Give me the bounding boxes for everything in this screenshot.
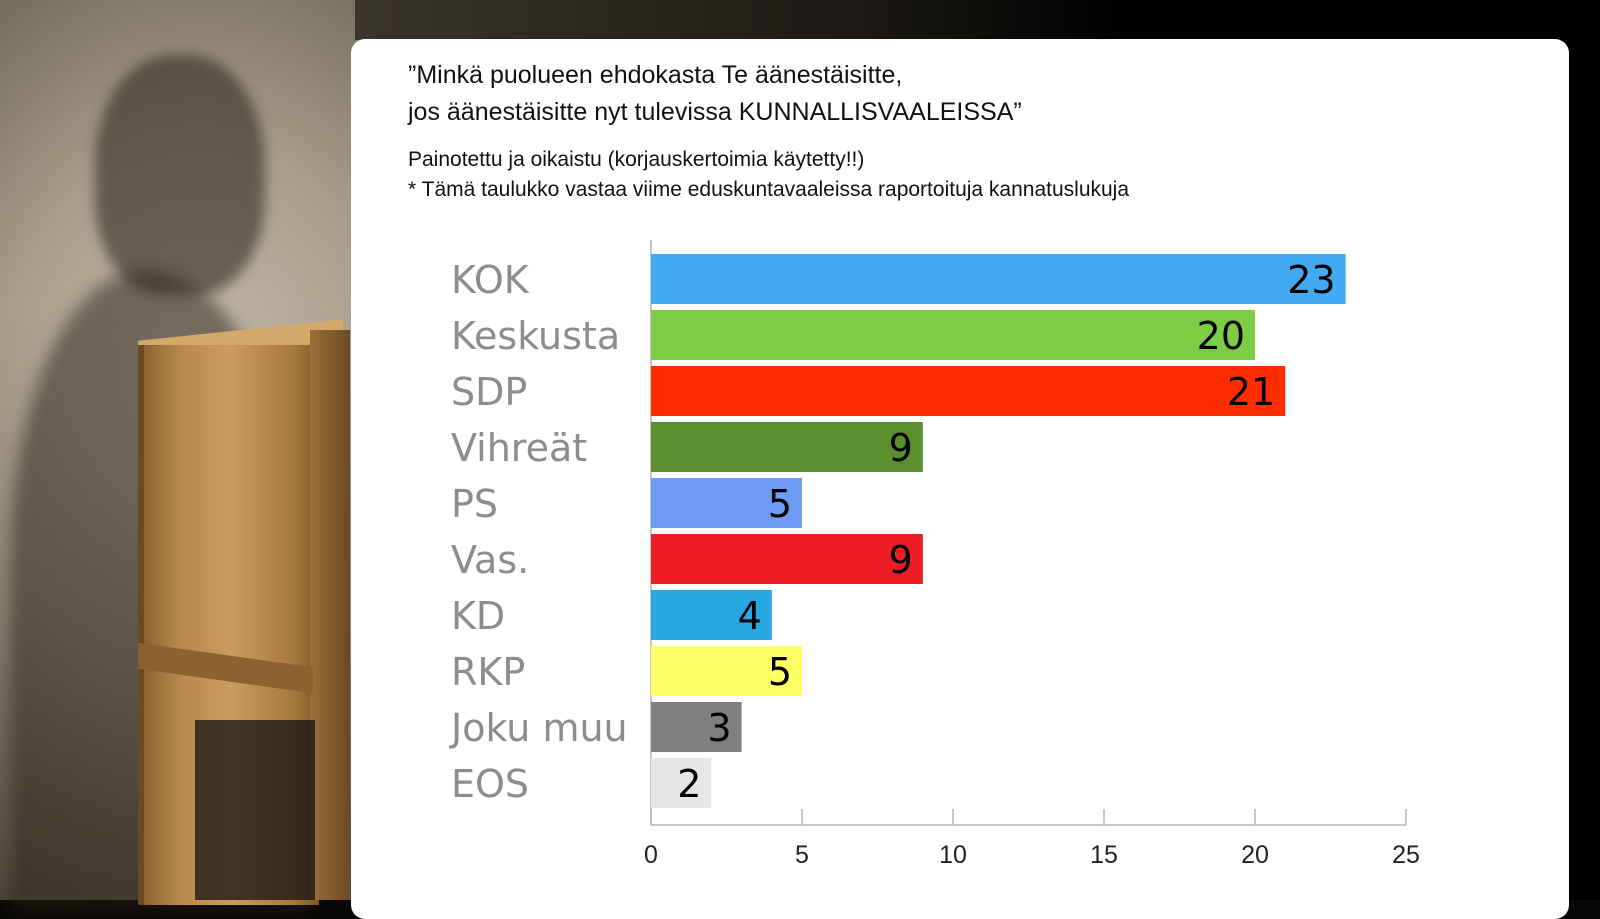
top-dark-band	[355, 0, 1600, 40]
category-label: RKP	[451, 650, 525, 694]
bar	[651, 646, 802, 696]
chart-subtitle: Painotettu ja oikaistu (korjauskertoimia…	[408, 145, 1508, 205]
bar	[651, 702, 742, 752]
voting-booth-shadow	[195, 720, 315, 900]
bar	[651, 254, 1346, 304]
chart-title: ”Minkä puolueen ehdokasta Te äänestäisit…	[408, 57, 1508, 131]
x-tick-label: 25	[1392, 841, 1420, 869]
bar	[651, 422, 923, 472]
x-tick-label: 0	[644, 841, 658, 869]
bar	[651, 366, 1286, 416]
bar	[651, 478, 802, 528]
data-label: 2	[677, 762, 701, 806]
x-tick-label: 20	[1241, 841, 1269, 869]
category-label: Vihreät	[451, 426, 587, 470]
category-label: Joku muu	[449, 706, 628, 750]
chart-title-line: ”Minkä puolueen ehdokasta Te äänestäisit…	[408, 61, 903, 89]
category-label: PS	[451, 482, 498, 526]
chart-title-line: jos äänestäisitte nyt tulevissa KUNNALLI…	[408, 98, 1022, 126]
data-label: 4	[738, 594, 762, 638]
person-shadow-head	[95, 55, 265, 295]
data-label: 21	[1227, 370, 1275, 414]
category-label: Keskusta	[451, 314, 620, 358]
voting-booth-side	[310, 330, 350, 900]
bar	[651, 590, 772, 640]
x-tick-label: 10	[939, 841, 967, 869]
x-tick-label: 5	[795, 841, 809, 869]
chart-subtitle-line: Painotettu ja oikaistu (korjauskertoimia…	[408, 148, 865, 171]
x-tick-label: 15	[1090, 841, 1118, 869]
category-label: KOK	[451, 258, 530, 302]
data-label: 3	[707, 706, 731, 750]
category-label: SDP	[451, 370, 527, 414]
category-label: KD	[451, 594, 505, 638]
data-label: 9	[889, 538, 913, 582]
category-label: Vas.	[451, 538, 529, 582]
bar	[651, 310, 1255, 360]
data-label: 5	[768, 482, 792, 526]
bar	[651, 758, 712, 808]
data-label: 5	[768, 650, 792, 694]
category-label: EOS	[451, 762, 529, 806]
data-label: 20	[1197, 314, 1245, 358]
chart-subtitle-line: * Tämä taulukko vastaa viime eduskuntava…	[408, 178, 1130, 201]
data-label: 23	[1287, 258, 1335, 302]
chart-card: ”Minkä puolueen ehdokasta Te äänestäisit…	[351, 39, 1569, 919]
data-label: 9	[889, 426, 913, 470]
bar	[651, 534, 923, 584]
